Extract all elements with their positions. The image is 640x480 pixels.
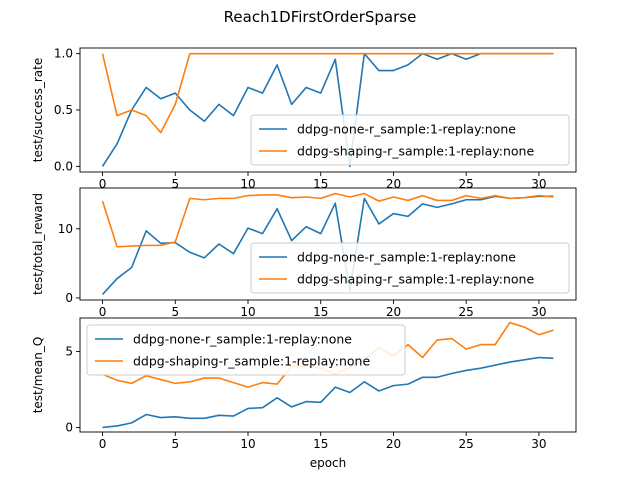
x-tick-label: 15 — [313, 177, 328, 191]
legend: ddpg-none-r_sample:1-replay:none ddpg-sha… — [250, 242, 570, 294]
x-tick-label: 30 — [531, 437, 546, 451]
axes-frame — [79, 187, 577, 301]
series-line-0 — [102, 356, 554, 429]
legend-label-1: ddpg-shaping-r_sample:1-replay:none — [133, 354, 370, 369]
y-tick-label: 0 — [65, 420, 73, 434]
x-tick-label: 25 — [459, 177, 474, 191]
series-line-0 — [101, 195, 554, 296]
y-axis-label: test/success_rate — [31, 58, 45, 162]
x-tick-label: 0 — [99, 437, 107, 451]
x-tick-label: 20 — [386, 177, 401, 191]
series-line-1 — [101, 192, 554, 248]
legend-label-0: ddpg-none-r_sample:1-replay:none — [133, 332, 352, 347]
legend-label-1: ddpg-shaping-r_sample:1-replay:none — [297, 144, 534, 159]
x-tick-label: 25 — [459, 305, 474, 319]
axes-frame — [79, 317, 577, 433]
x-tick-label: 10 — [240, 437, 255, 451]
y-tick-label: 1.0 — [54, 47, 73, 61]
x-tick-label: 30 — [531, 177, 546, 191]
x-axis-label: epoch — [310, 456, 347, 470]
y-tick-label: 0.0 — [54, 159, 73, 173]
legend-box — [86, 324, 406, 376]
subplot-total-reward: 0 5 10 15 20 25 30 0 10 test/total_reward ddpg-non… — [31, 187, 577, 319]
figure-title: Reach1DFirstOrderSparse — [223, 8, 417, 26]
y-axis-label: test/mean_Q — [31, 337, 45, 414]
legend: ddpg-none-r_sample:1-replay:none ddpg-sha… — [250, 114, 570, 166]
y-tick-label: 5 — [65, 344, 73, 358]
x-tick-label: 15 — [313, 305, 328, 319]
x-tick-label: 15 — [313, 437, 328, 451]
y-tick-label: 0.5 — [54, 103, 73, 117]
x-tick-label: 10 — [240, 305, 255, 319]
x-tick-label: 0 — [99, 305, 107, 319]
legend: ddpg-none-r_sample:1-replay:none ddpg-sha… — [86, 324, 406, 376]
x-tick-label: 5 — [171, 305, 179, 319]
x-tick-label: 5 — [171, 437, 179, 451]
legend-box — [250, 242, 570, 294]
y-axis-label: test/total_reward — [31, 193, 45, 295]
y-tick-label: 0 — [65, 291, 73, 305]
x-tick-label: 5 — [171, 177, 179, 191]
y-tick-label: 10 — [58, 222, 73, 236]
x-tick-label: 0 — [99, 177, 107, 191]
x-tick-label: 30 — [531, 305, 546, 319]
x-tick-label: 20 — [386, 305, 401, 319]
legend-box — [250, 114, 570, 166]
legend-label-0: ddpg-none-r_sample:1-replay:none — [297, 122, 516, 137]
x-tick-label: 20 — [386, 437, 401, 451]
series-line-1 — [101, 52, 554, 134]
x-tick-label: 25 — [459, 437, 474, 451]
x-tick-label: 10 — [240, 177, 255, 191]
legend-label-1: ddpg-shaping-r_sample:1-replay:none — [297, 272, 534, 287]
legend-label-0: ddpg-none-r_sample:1-replay:none — [297, 250, 516, 265]
